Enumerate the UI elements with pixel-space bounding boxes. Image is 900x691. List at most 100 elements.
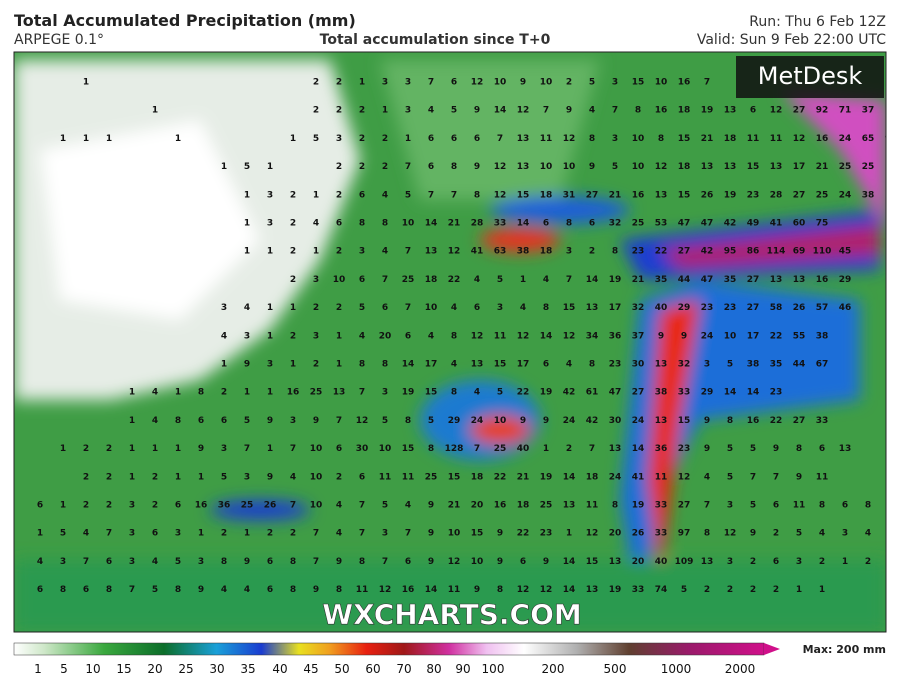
- precip-value: 8: [451, 162, 457, 172]
- precip-value: 1: [267, 388, 273, 398]
- precip-value: 2: [290, 190, 296, 200]
- precip-value: 4: [428, 331, 434, 341]
- precip-value: 2: [773, 585, 779, 595]
- precip-value: 3: [198, 557, 204, 567]
- colorbar: [13, 642, 765, 656]
- precip-value: 16: [816, 275, 829, 285]
- precip-value: 47: [701, 219, 714, 229]
- precip-value: 11: [586, 501, 599, 511]
- precip-value: 2: [336, 247, 342, 257]
- precip-value: 7: [244, 444, 250, 454]
- precip-value: 16: [816, 134, 829, 144]
- colorbar-label: 50: [334, 662, 349, 676]
- precip-value: 25: [839, 162, 852, 172]
- precip-value: 17: [793, 162, 806, 172]
- precip-value: 1: [221, 360, 227, 370]
- precip-value: 9: [681, 331, 687, 341]
- precip-value: 18: [540, 247, 553, 257]
- precip-value: 24: [563, 416, 576, 426]
- precip-value: 32: [632, 303, 645, 313]
- map: MetDesk WXCHARTS.COM 1 2 2 1 3 3 7 6 12 10 9 10 2 5 3 1…: [14, 52, 898, 632]
- precip-value: 2: [727, 585, 733, 595]
- precip-value: 2: [336, 78, 342, 88]
- precip-value: 92: [885, 134, 898, 144]
- precip-value: 1: [152, 106, 158, 116]
- precip-value: 65: [862, 134, 875, 144]
- precip-value: 5: [750, 444, 756, 454]
- precip-value: 13: [655, 416, 668, 426]
- precip-value: 9: [796, 472, 802, 482]
- precip-value: 15: [563, 303, 576, 313]
- precip-value: 17: [517, 360, 530, 370]
- precip-value: 23: [747, 190, 760, 200]
- precip-value: 1: [129, 444, 135, 454]
- precip-value: 1: [313, 247, 319, 257]
- precip-value: 4: [336, 501, 342, 511]
- precip-value: 8: [382, 360, 388, 370]
- precip-value: 8: [451, 388, 457, 398]
- precip-value: 2: [336, 106, 342, 116]
- precip-value: 3: [60, 557, 66, 567]
- precip-value: 13: [839, 444, 852, 454]
- precip-value: 4: [244, 303, 250, 313]
- precip-value: 3: [842, 529, 848, 539]
- precip-value: 8: [382, 219, 388, 229]
- precip-value: 4: [865, 529, 871, 539]
- precip-value: 29: [448, 416, 461, 426]
- precip-value: 6: [198, 416, 204, 426]
- precip-value: 8: [474, 190, 480, 200]
- precip-value: 2: [290, 247, 296, 257]
- precip-value: 12: [793, 134, 806, 144]
- precip-value: 13: [701, 162, 714, 172]
- precip-value: 5: [60, 529, 66, 539]
- precip-value: 3: [382, 388, 388, 398]
- precip-value: 7: [359, 501, 365, 511]
- precip-value: 6: [359, 275, 365, 285]
- precip-value: 13: [609, 557, 622, 567]
- precip-value: 8: [612, 501, 618, 511]
- precip-value: 1: [83, 134, 89, 144]
- precip-value: 2: [106, 501, 112, 511]
- precip-value: 8: [566, 219, 572, 229]
- precip-value: 9: [497, 557, 503, 567]
- precip-value: 71: [839, 106, 852, 116]
- precip-value: 1: [267, 247, 273, 257]
- precip-value: 2: [313, 106, 319, 116]
- precip-value: 6: [405, 557, 411, 567]
- precip-value: 10: [494, 78, 507, 88]
- precip-value: 38: [517, 247, 530, 257]
- precip-value: 6: [520, 557, 526, 567]
- precip-value: 9: [267, 416, 273, 426]
- precip-value: 2: [221, 529, 227, 539]
- precip-value: 46: [839, 303, 852, 313]
- precip-value: 110: [813, 247, 832, 257]
- precip-value: 9: [658, 331, 664, 341]
- precip-value: 18: [678, 106, 691, 116]
- precip-value: 10: [448, 529, 461, 539]
- precip-value: 2: [336, 190, 342, 200]
- precip-value: 1: [796, 585, 802, 595]
- precip-value: 12: [678, 472, 691, 482]
- precip-value: 7: [290, 444, 296, 454]
- precip-value: 20: [471, 501, 484, 511]
- precip-value: 3: [267, 219, 273, 229]
- precip-value: 16: [678, 78, 691, 88]
- precip-value: 22: [517, 529, 530, 539]
- precip-value: 9: [336, 557, 342, 567]
- precip-value: 6: [37, 501, 43, 511]
- watermark: WXCHARTS.COM: [322, 598, 582, 631]
- precip-value: 22: [655, 247, 668, 257]
- precip-value: 4: [428, 106, 434, 116]
- precip-value: 13: [770, 275, 783, 285]
- precip-value: 12: [448, 247, 461, 257]
- precip-value: 8: [543, 303, 549, 313]
- precip-value: 2: [359, 106, 365, 116]
- precip-value: 27: [586, 190, 599, 200]
- precip-value: 28: [770, 190, 783, 200]
- precip-value: 11: [655, 472, 668, 482]
- precip-value: 9: [474, 106, 480, 116]
- precip-value: 4: [37, 557, 43, 567]
- precip-value: 1: [129, 388, 135, 398]
- precip-value: 29: [839, 275, 852, 285]
- precip-value: 4: [336, 529, 342, 539]
